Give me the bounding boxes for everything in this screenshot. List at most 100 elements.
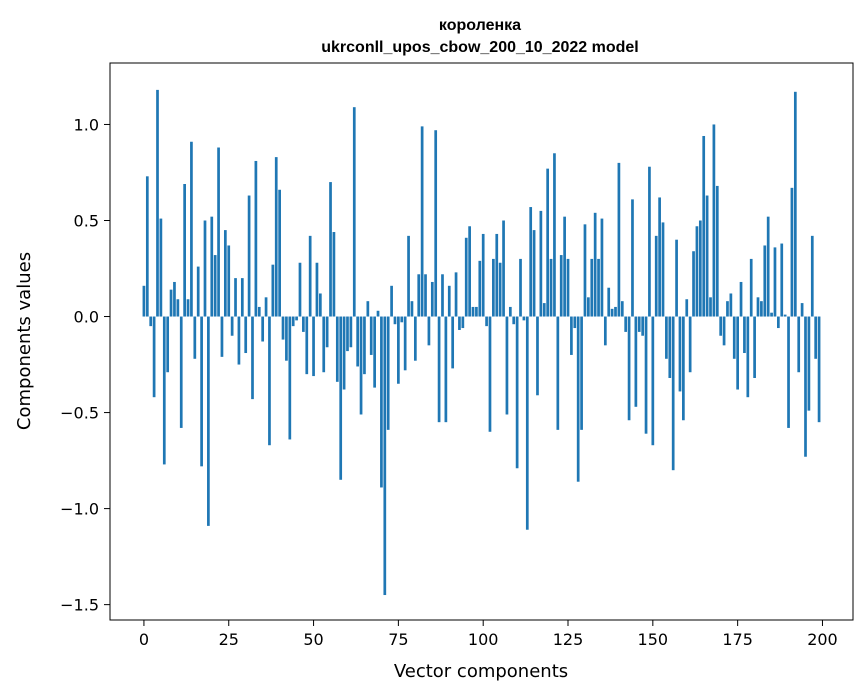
bar-124 bbox=[563, 216, 566, 317]
bar-103 bbox=[492, 258, 495, 317]
bar-40 bbox=[278, 189, 281, 317]
x-tick-label: 50 bbox=[303, 630, 323, 649]
bar-129 bbox=[580, 316, 583, 430]
bar-152 bbox=[658, 197, 661, 317]
bar-180 bbox=[753, 316, 756, 378]
bar-61 bbox=[349, 316, 353, 348]
bar-190 bbox=[787, 316, 790, 428]
bar-59 bbox=[342, 316, 346, 390]
chart-title: короленка bbox=[439, 17, 521, 34]
y-tick-label: 1.0 bbox=[74, 115, 99, 134]
bar-106 bbox=[502, 220, 505, 317]
bar-24 bbox=[223, 230, 227, 317]
bar-38 bbox=[271, 264, 275, 317]
bar-0 bbox=[142, 285, 146, 317]
bar-128 bbox=[576, 316, 580, 482]
bar-167 bbox=[709, 297, 712, 317]
bar-43 bbox=[288, 316, 292, 440]
bar-81 bbox=[417, 274, 421, 317]
bar-157 bbox=[675, 239, 678, 317]
bar-13 bbox=[186, 299, 190, 317]
y-axis-ticks: −1.5 −1.0 −0.5 0.0 0.5 1.0 bbox=[60, 115, 110, 615]
bar-123 bbox=[559, 255, 563, 317]
bar-49 bbox=[308, 235, 312, 317]
bar-125 bbox=[566, 258, 570, 317]
chart-subtitle: ukrconll_upos_cbow_200_10_2022 model bbox=[321, 39, 638, 56]
bar-45 bbox=[295, 316, 298, 321]
bar-100 bbox=[481, 233, 485, 317]
bar-154 bbox=[665, 316, 668, 359]
bar-91 bbox=[451, 316, 455, 369]
bar-160 bbox=[685, 299, 689, 317]
bar-118 bbox=[542, 303, 546, 317]
bar-158 bbox=[678, 316, 682, 392]
bar-121 bbox=[553, 153, 556, 317]
bar-188 bbox=[780, 243, 784, 317]
bar-33 bbox=[254, 160, 258, 317]
bar-39 bbox=[274, 157, 278, 317]
x-tick-label: 150 bbox=[638, 630, 669, 649]
bar-151 bbox=[654, 235, 658, 317]
bar-197 bbox=[810, 235, 814, 317]
bar-80 bbox=[413, 316, 417, 361]
bar-172 bbox=[726, 301, 729, 317]
bar-115 bbox=[532, 230, 536, 317]
bar-178 bbox=[746, 316, 750, 398]
bar-83 bbox=[424, 274, 427, 317]
bar-31 bbox=[247, 195, 251, 317]
bar-17 bbox=[200, 316, 203, 467]
bar-97 bbox=[471, 306, 475, 317]
x-tick-label: 0 bbox=[139, 630, 149, 649]
bar-11 bbox=[179, 316, 183, 428]
y-axis-label: Components values bbox=[14, 252, 35, 430]
bar-30 bbox=[244, 316, 248, 354]
bar-182 bbox=[760, 301, 763, 317]
bar-105 bbox=[498, 262, 502, 317]
bar-18 bbox=[203, 220, 207, 317]
bar-122 bbox=[556, 316, 560, 430]
bar-12 bbox=[183, 184, 186, 317]
bar-57 bbox=[335, 316, 339, 382]
bar-163 bbox=[695, 226, 699, 317]
bar-181 bbox=[756, 297, 760, 317]
bar-176 bbox=[739, 281, 743, 317]
bar-166 bbox=[705, 195, 709, 317]
bar-62 bbox=[352, 107, 356, 317]
bar-26 bbox=[230, 316, 234, 336]
bar-186 bbox=[773, 247, 777, 317]
bar-47 bbox=[302, 316, 305, 332]
bar-8 bbox=[169, 289, 173, 317]
bar-92 bbox=[454, 272, 458, 317]
bar-198 bbox=[814, 316, 818, 359]
bar-145 bbox=[634, 316, 638, 407]
bar-68 bbox=[373, 316, 376, 388]
bar-143 bbox=[627, 316, 631, 421]
bar-149 bbox=[648, 166, 651, 317]
bar-48 bbox=[305, 316, 309, 375]
bar-64 bbox=[359, 316, 363, 415]
bar-14 bbox=[190, 141, 193, 317]
bar-101 bbox=[485, 316, 488, 327]
bar-102 bbox=[488, 316, 492, 432]
bar-195 bbox=[804, 316, 807, 457]
x-tick-label: 200 bbox=[807, 630, 838, 649]
bar-54 bbox=[325, 316, 329, 348]
bar-42 bbox=[285, 316, 288, 361]
bar-112 bbox=[522, 316, 526, 321]
bar-162 bbox=[692, 251, 695, 317]
bar-126 bbox=[570, 316, 573, 355]
bar-96 bbox=[468, 226, 471, 317]
bar-148 bbox=[644, 316, 648, 434]
bar-36 bbox=[264, 297, 268, 317]
bar-74 bbox=[393, 316, 397, 325]
x-tick-label: 75 bbox=[388, 630, 408, 649]
bar-141 bbox=[620, 301, 624, 317]
bar-175 bbox=[736, 316, 739, 390]
x-axis-label: Vector components bbox=[394, 661, 568, 682]
bar-70 bbox=[380, 316, 383, 488]
bar-15 bbox=[193, 316, 197, 359]
bar-192 bbox=[793, 91, 797, 317]
bar-110 bbox=[515, 316, 519, 469]
bar-199 bbox=[817, 316, 821, 423]
bar-95 bbox=[464, 237, 468, 317]
